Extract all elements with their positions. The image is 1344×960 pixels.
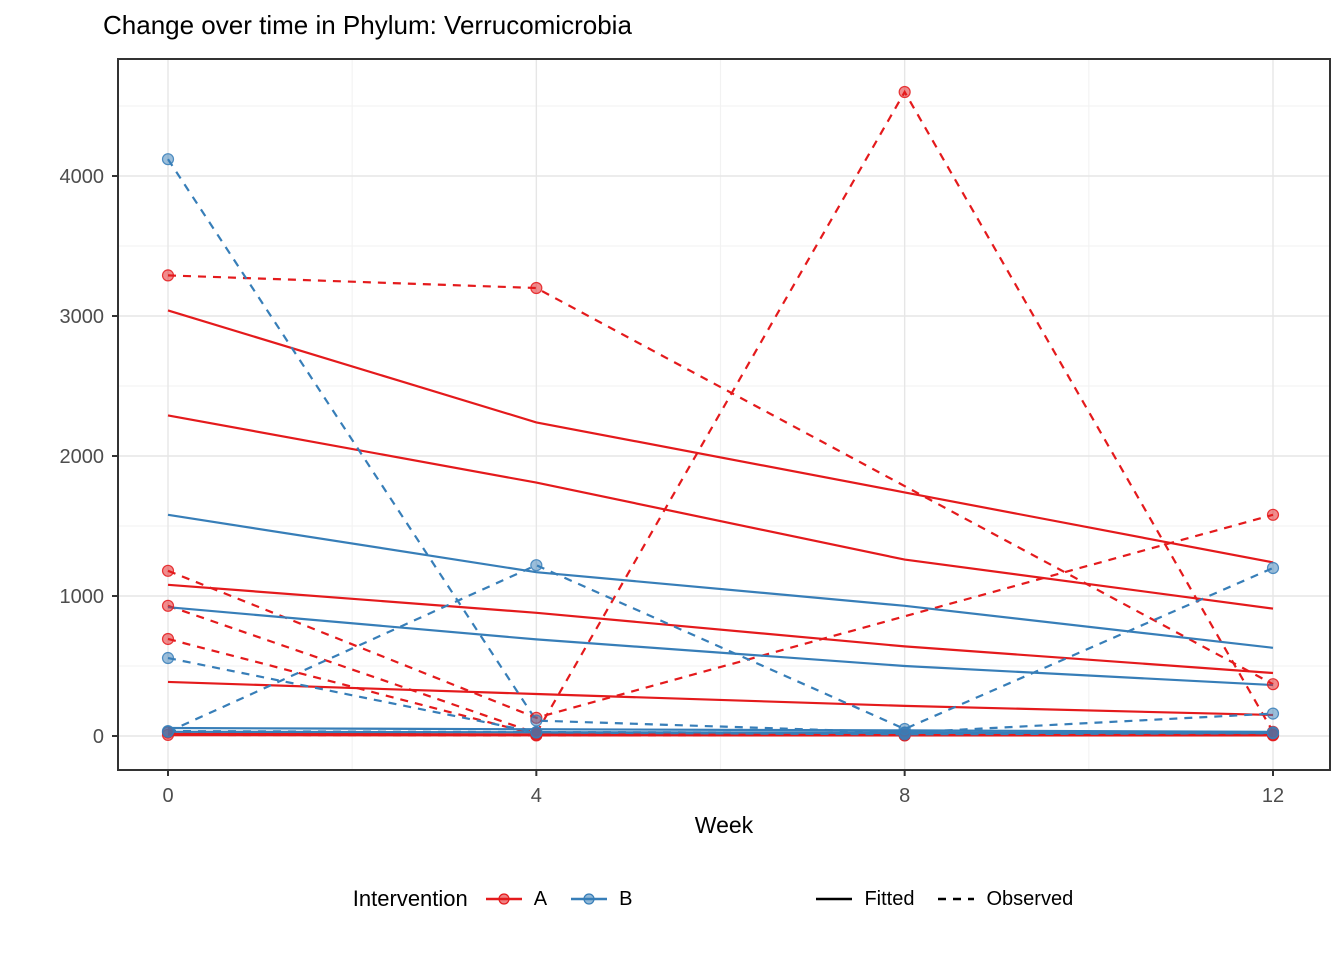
observed-point-A3-week0: [161, 564, 175, 577]
fitted-line-A2: [167, 414, 1274, 610]
legend-key-fitted-icon: [814, 888, 854, 910]
fitted-line-A4: [167, 680, 1274, 717]
legend-label-fitted: Fitted: [864, 887, 915, 910]
legend-key-point-A: [498, 893, 510, 905]
observed-point-B4-week4: [530, 725, 543, 739]
legend-label-observed: Observed: [986, 887, 1074, 910]
legend: Intervention A B Fitted Observed: [118, 886, 1330, 912]
legend-key-b-icon: [569, 888, 609, 910]
observed-point-A1-week12: [1266, 678, 1280, 691]
observed-point-A4-week0: [161, 632, 175, 646]
observed-line-B2: [167, 563, 1274, 733]
legend-label-a: A: [533, 887, 548, 910]
legend-key-a-icon: [484, 888, 524, 910]
observed-point-B2-week12: [1266, 561, 1280, 575]
observed-point-A1-week4: [530, 281, 543, 295]
x-tick-label: 8: [899, 785, 910, 807]
observed-point-B1-week4: [530, 714, 543, 727]
legend-key-svg: [938, 897, 975, 901]
y-tick-label: 0: [93, 726, 104, 748]
x-tick-label: 12: [1262, 785, 1284, 807]
chart-title: Change over time in Phylum: Verrucomicro…: [103, 10, 632, 40]
legend-title: Intervention: [352, 886, 468, 911]
legend-label-b: B: [619, 887, 633, 910]
observed-line-A6: [167, 733, 1273, 737]
observed-line-A1: [167, 274, 1274, 686]
fitted-line-B3: [167, 726, 1274, 733]
observed-point-B1-week0: [161, 153, 175, 166]
fitted-line-A1: [167, 309, 1274, 564]
observed-line-B4: [167, 729, 1273, 735]
legend-key-observed-icon: [936, 888, 976, 910]
observed-point-B4-week12: [1266, 726, 1280, 739]
observed-point-B2-week4: [530, 559, 543, 572]
fitted-line-A3: [167, 583, 1274, 675]
observed-point-A1-week0: [161, 269, 175, 282]
observed-line-B1: [167, 158, 1274, 734]
observed-point-B1-week12: [1266, 707, 1280, 720]
x-axis-title: Week: [694, 812, 754, 838]
fitted-line-B1: [167, 513, 1274, 649]
plot-panel: [118, 59, 1330, 770]
x-tick-label: 0: [162, 785, 173, 807]
observed-point-A3-week12: [1266, 508, 1280, 521]
legend-key-point-B: [583, 893, 595, 905]
legend-key-svg: [816, 897, 853, 901]
observed-point-B3-week0: [161, 651, 175, 665]
observed-point-B4-week0: [161, 724, 175, 738]
legend-key-svg: [485, 893, 522, 905]
observed-point-B4-week8: [898, 726, 911, 740]
y-tick-label: 1000: [60, 586, 105, 608]
observed-point-A2-week8: [898, 85, 911, 99]
panel-border: [117, 58, 1331, 771]
y-tick-label: 4000: [60, 166, 105, 188]
y-tick-label: 2000: [60, 446, 105, 468]
observed-point-A2-week0: [161, 599, 175, 612]
legend-key-svg: [571, 893, 608, 905]
fitted-line-B2: [167, 606, 1274, 687]
x-tick-label: 4: [531, 785, 542, 807]
y-tick-label: 3000: [60, 306, 105, 328]
